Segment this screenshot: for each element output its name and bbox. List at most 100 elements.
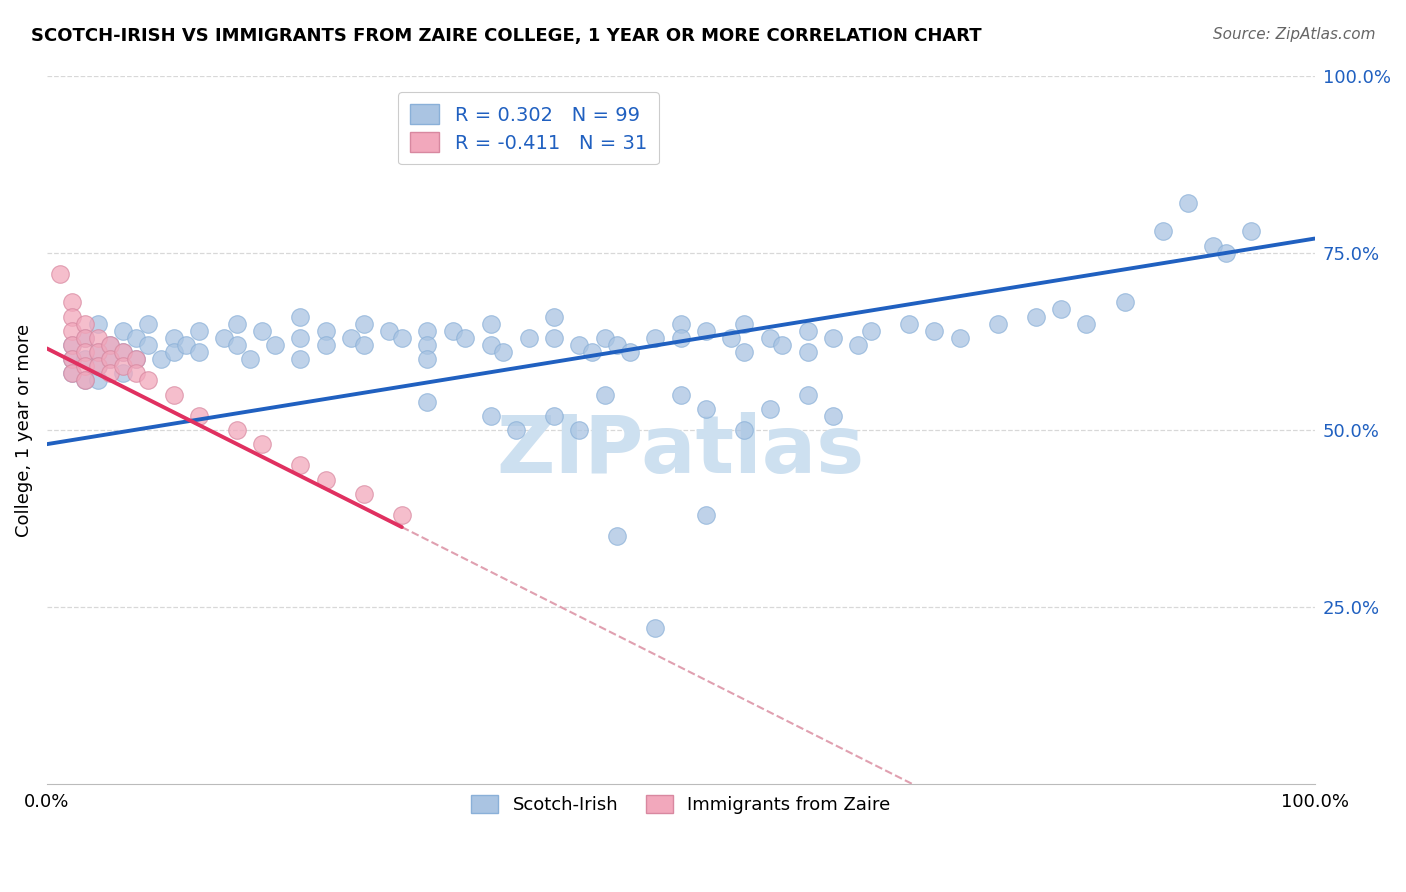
- Point: [226, 338, 249, 352]
- Point: [98, 338, 121, 352]
- Point: [669, 331, 692, 345]
- Point: [60, 310, 83, 324]
- Point: [188, 409, 211, 423]
- Point: [124, 352, 146, 367]
- Point: [226, 317, 249, 331]
- Point: [606, 338, 628, 352]
- Point: [733, 345, 755, 359]
- Point: [454, 331, 477, 345]
- Point: [796, 387, 818, 401]
- Point: [290, 331, 312, 345]
- Point: [264, 338, 287, 352]
- Legend: Scotch-Irish, Immigrants from Zaire: Scotch-Irish, Immigrants from Zaire: [460, 784, 901, 825]
- Point: [391, 331, 413, 345]
- Point: [568, 338, 591, 352]
- Point: [136, 317, 159, 331]
- Point: [1202, 238, 1225, 252]
- Point: [163, 387, 186, 401]
- Point: [543, 310, 565, 324]
- Point: [252, 437, 274, 451]
- Point: [60, 352, 83, 367]
- Point: [606, 529, 628, 543]
- Point: [188, 345, 211, 359]
- Point: [644, 331, 666, 345]
- Point: [949, 331, 972, 345]
- Text: Source: ZipAtlas.com: Source: ZipAtlas.com: [1212, 27, 1375, 42]
- Point: [543, 409, 565, 423]
- Point: [924, 324, 946, 338]
- Point: [416, 324, 439, 338]
- Point: [619, 345, 641, 359]
- Point: [60, 366, 83, 380]
- Point: [517, 331, 540, 345]
- Point: [98, 352, 121, 367]
- Point: [378, 324, 401, 338]
- Point: [73, 352, 96, 367]
- Point: [1114, 295, 1136, 310]
- Point: [73, 373, 96, 387]
- Point: [821, 409, 844, 423]
- Point: [290, 310, 312, 324]
- Point: [290, 352, 312, 367]
- Point: [124, 352, 146, 367]
- Point: [1076, 317, 1098, 331]
- Point: [86, 317, 108, 331]
- Point: [581, 345, 603, 359]
- Point: [340, 331, 363, 345]
- Point: [669, 317, 692, 331]
- Point: [353, 487, 375, 501]
- Point: [1152, 225, 1174, 239]
- Point: [86, 331, 108, 345]
- Text: SCOTCH-IRISH VS IMMIGRANTS FROM ZAIRE COLLEGE, 1 YEAR OR MORE CORRELATION CHART: SCOTCH-IRISH VS IMMIGRANTS FROM ZAIRE CO…: [31, 27, 981, 45]
- Point: [111, 345, 134, 359]
- Point: [441, 324, 464, 338]
- Point: [593, 387, 616, 401]
- Point: [226, 423, 249, 437]
- Point: [897, 317, 920, 331]
- Point: [416, 394, 439, 409]
- Point: [315, 473, 337, 487]
- Point: [239, 352, 262, 367]
- Point: [1215, 245, 1237, 260]
- Point: [111, 359, 134, 374]
- Point: [1025, 310, 1047, 324]
- Point: [1240, 225, 1263, 239]
- Point: [98, 352, 121, 367]
- Point: [479, 317, 502, 331]
- Point: [73, 331, 96, 345]
- Point: [214, 331, 236, 345]
- Point: [73, 373, 96, 387]
- Point: [315, 324, 337, 338]
- Point: [98, 338, 121, 352]
- Point: [543, 331, 565, 345]
- Point: [796, 324, 818, 338]
- Point: [391, 508, 413, 522]
- Point: [60, 324, 83, 338]
- Point: [86, 345, 108, 359]
- Point: [252, 324, 274, 338]
- Point: [188, 324, 211, 338]
- Point: [505, 423, 527, 437]
- Point: [73, 359, 96, 374]
- Point: [416, 352, 439, 367]
- Point: [758, 401, 780, 416]
- Point: [48, 267, 70, 281]
- Point: [73, 345, 96, 359]
- Point: [353, 338, 375, 352]
- Point: [124, 366, 146, 380]
- Point: [124, 331, 146, 345]
- Point: [290, 458, 312, 473]
- Point: [176, 338, 198, 352]
- Point: [733, 317, 755, 331]
- Point: [1050, 302, 1073, 317]
- Text: ZIPatlas: ZIPatlas: [496, 412, 865, 491]
- Point: [73, 331, 96, 345]
- Point: [86, 345, 108, 359]
- Point: [695, 324, 717, 338]
- Point: [136, 338, 159, 352]
- Point: [695, 508, 717, 522]
- Point: [492, 345, 515, 359]
- Point: [479, 338, 502, 352]
- Point: [416, 338, 439, 352]
- Point: [86, 359, 108, 374]
